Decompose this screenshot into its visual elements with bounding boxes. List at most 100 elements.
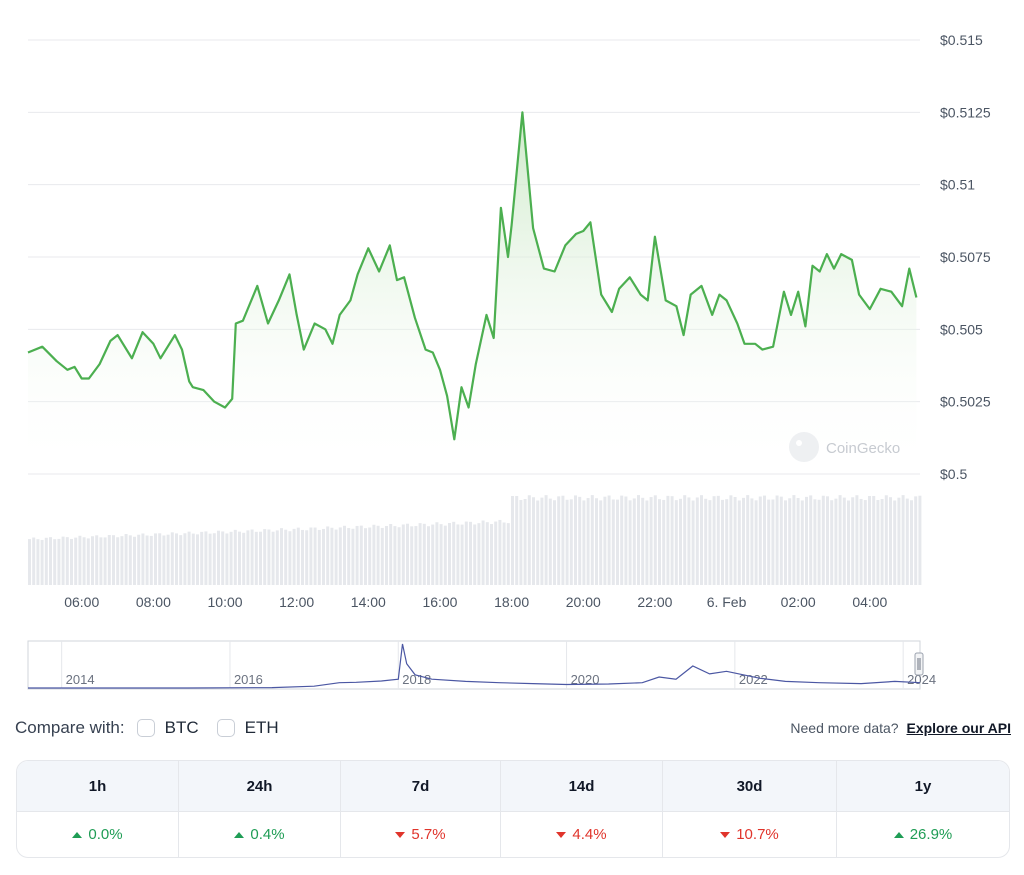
compare-btc[interactable]: BTC bbox=[136, 718, 199, 738]
volume-bar bbox=[439, 524, 443, 585]
volume-bar bbox=[53, 539, 57, 585]
volume-bar bbox=[133, 536, 136, 585]
volume-bar bbox=[595, 498, 598, 585]
volume-bar bbox=[162, 535, 166, 585]
navigator-handle[interactable] bbox=[914, 652, 924, 676]
price-chart[interactable]: $0.5 $0.5025 $0.505 $0.5075 $0.51 $0.5125 $0.5… bbox=[0, 0, 1024, 700]
price-line[interactable] bbox=[27, 111, 918, 441]
volume-bar bbox=[792, 495, 796, 585]
x-tick-label: 22:00 bbox=[637, 594, 672, 610]
btc-checkbox[interactable] bbox=[136, 719, 155, 737]
volume-bar bbox=[355, 525, 359, 585]
compare-eth[interactable]: ETH bbox=[216, 718, 279, 738]
x-tick-label: 14:00 bbox=[351, 594, 386, 610]
x-tick-label: 10:00 bbox=[208, 594, 243, 610]
volume-bar bbox=[498, 519, 502, 585]
volume-bar bbox=[57, 538, 61, 585]
volume-bar bbox=[208, 533, 212, 585]
perf-value: 0.0% bbox=[17, 812, 178, 857]
volume-bar bbox=[515, 496, 519, 585]
perf-period: 24h bbox=[179, 761, 340, 812]
volume-bar bbox=[309, 527, 313, 585]
volume-bar bbox=[292, 528, 296, 585]
volume-bar bbox=[578, 496, 582, 585]
perf-col-30d: 30d 10.7% bbox=[663, 761, 837, 857]
volume-bar bbox=[523, 498, 527, 585]
volume-bar bbox=[548, 498, 552, 585]
price-area bbox=[28, 112, 917, 475]
volume-bar bbox=[250, 529, 254, 585]
volume-bar bbox=[658, 499, 661, 585]
volume-bar bbox=[469, 521, 472, 585]
volume-bar bbox=[401, 524, 405, 585]
volume-bar bbox=[729, 495, 733, 585]
volume-bar bbox=[448, 522, 451, 585]
volume-bar bbox=[40, 539, 44, 585]
volume-bar bbox=[427, 526, 430, 585]
volume-bar bbox=[637, 495, 640, 585]
explore-api-link[interactable]: Explore our API bbox=[906, 720, 1011, 736]
volume-bar bbox=[737, 500, 741, 585]
perf-value: 5.7% bbox=[341, 812, 500, 857]
y-tick-label: $0.515 bbox=[940, 32, 983, 48]
range-navigator[interactable]: 2014 2016 2018 2020 2022 2024 bbox=[27, 640, 936, 690]
volume-bar bbox=[301, 529, 304, 585]
volume-bar bbox=[259, 531, 262, 585]
volume-bar bbox=[889, 497, 892, 585]
volume-bar bbox=[746, 495, 750, 585]
volume-bar bbox=[506, 523, 510, 585]
volume-bar bbox=[145, 535, 149, 585]
volume-bar bbox=[750, 498, 754, 585]
volume-bar bbox=[700, 495, 703, 585]
volume-bar bbox=[721, 499, 724, 585]
volume-bar bbox=[78, 535, 82, 585]
volume-bar bbox=[389, 523, 393, 585]
volume-bar bbox=[116, 537, 120, 585]
volume-bar bbox=[691, 500, 695, 585]
volume-bar bbox=[712, 496, 716, 585]
volume-bar bbox=[851, 497, 855, 585]
volume-bar bbox=[897, 497, 901, 585]
x-tick-label: 20:00 bbox=[566, 594, 601, 610]
perf-value-text: 5.7% bbox=[411, 826, 446, 843]
arrow-up-icon bbox=[234, 831, 245, 838]
volume-bar bbox=[393, 526, 397, 585]
navigator-year-label: 2024 bbox=[907, 672, 936, 687]
volume-bar bbox=[905, 498, 909, 585]
x-tick-label: 6. Feb bbox=[707, 594, 747, 610]
navigator-year-label: 2016 bbox=[234, 672, 263, 687]
volume-bar bbox=[561, 495, 565, 585]
volume-bar bbox=[137, 534, 141, 585]
volume-bar bbox=[91, 536, 94, 585]
volume-bar bbox=[326, 526, 330, 585]
volume-bar bbox=[590, 495, 594, 585]
volume-bar bbox=[666, 495, 670, 585]
volume-bar bbox=[632, 498, 636, 585]
perf-value: 26.9% bbox=[837, 812, 1009, 857]
volume-bar bbox=[910, 500, 913, 585]
volume-bar bbox=[305, 530, 309, 585]
navigator-year-label: 2018 bbox=[402, 672, 431, 687]
volume-bar bbox=[473, 524, 477, 585]
arrow-up-icon bbox=[893, 831, 904, 838]
volume-bar bbox=[229, 531, 233, 585]
volume-bar bbox=[872, 495, 876, 585]
volume-bar bbox=[645, 500, 649, 585]
volume-bar bbox=[553, 500, 556, 585]
navigator-year-label: 2020 bbox=[571, 672, 600, 687]
volume-bar bbox=[452, 521, 456, 585]
volume-bar bbox=[107, 534, 111, 585]
volume-bar bbox=[527, 495, 531, 585]
volume-bar bbox=[124, 534, 128, 585]
volume-bar bbox=[410, 526, 414, 585]
volume-bar bbox=[204, 531, 208, 585]
y-tick-label: $0.5 bbox=[940, 466, 967, 482]
volume-bar bbox=[95, 535, 99, 585]
volume-bar bbox=[313, 527, 317, 585]
volume-bar bbox=[813, 499, 817, 585]
volume-bar bbox=[855, 495, 859, 585]
volume-bar bbox=[838, 495, 842, 585]
eth-checkbox[interactable] bbox=[216, 719, 235, 737]
perf-period: 1h bbox=[17, 761, 178, 812]
volume-bar bbox=[49, 537, 52, 585]
